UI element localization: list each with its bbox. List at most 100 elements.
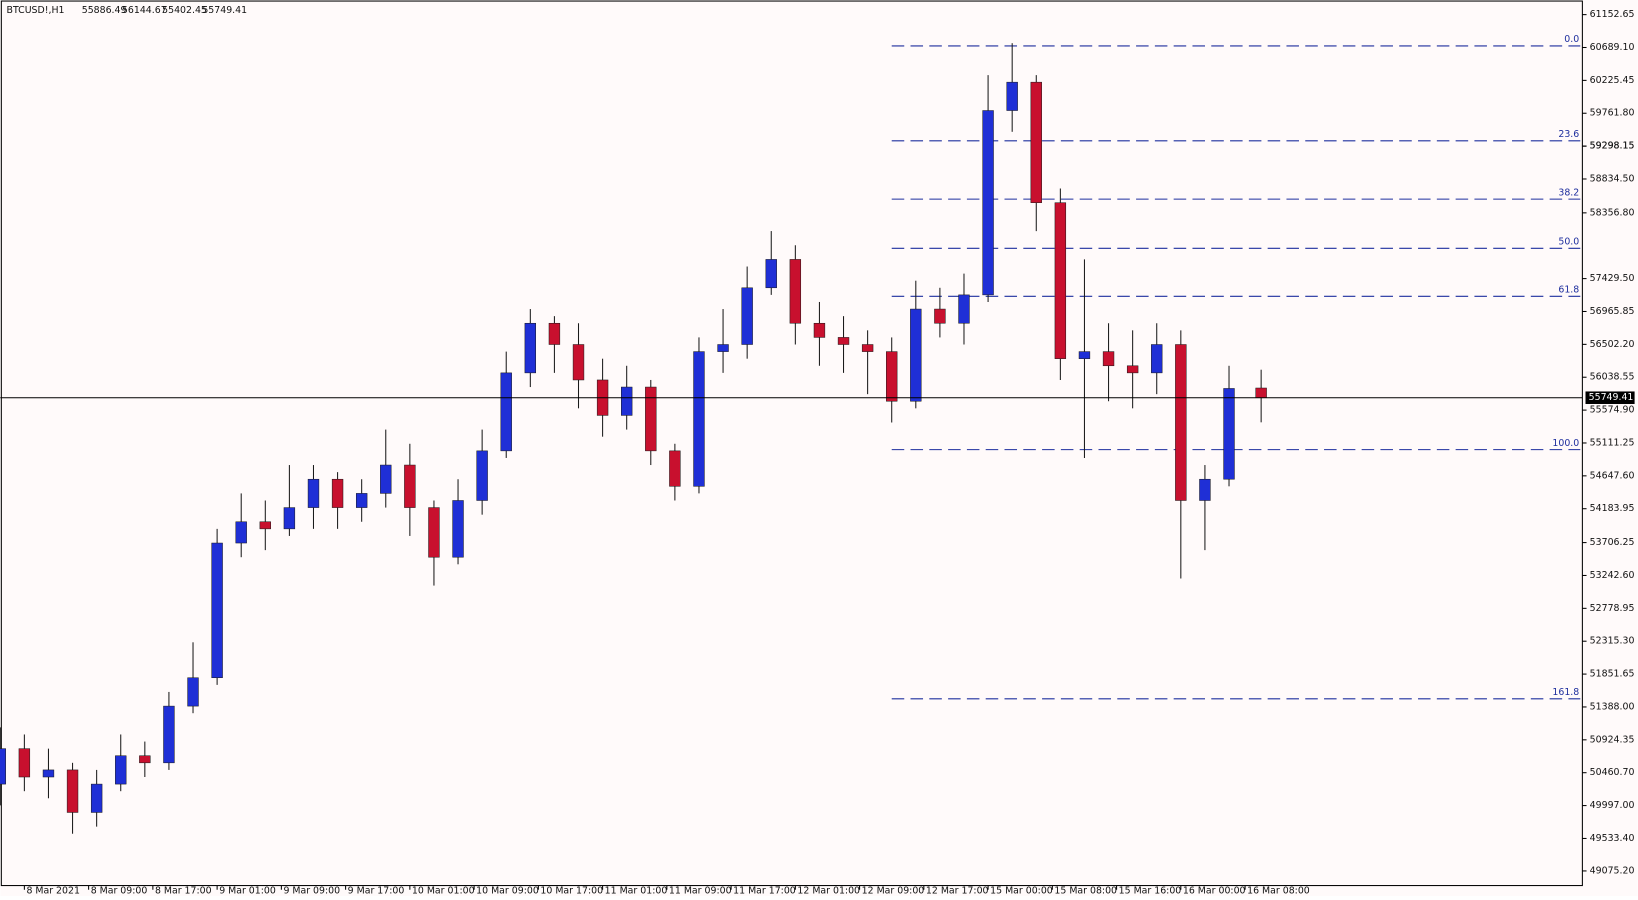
candle-body — [0, 748, 6, 785]
candle-body — [1199, 478, 1211, 501]
last-price-label: 55749.41 — [1589, 392, 1634, 403]
candle-body — [1006, 81, 1018, 111]
candle-body — [307, 478, 320, 508]
candle-body — [1054, 202, 1067, 359]
candle-body — [524, 322, 537, 374]
candle-body — [331, 478, 344, 508]
candle-body — [18, 748, 31, 778]
y-tick-label: 57429.50 — [1590, 273, 1635, 284]
header-value: 55886.49 — [82, 5, 127, 16]
candle-body — [1223, 388, 1235, 480]
header-value: 56144.67 — [122, 5, 167, 16]
candle-body — [1030, 81, 1042, 203]
candle-body — [765, 259, 777, 289]
y-tick-label: 56038.55 — [1590, 372, 1635, 383]
fib-label: 100.0 — [1552, 438, 1579, 449]
candle-body — [211, 542, 223, 679]
x-tick-label: 9 Mar 17:00 — [348, 885, 405, 896]
fib-label: 38.2 — [1558, 187, 1579, 198]
candle-body — [645, 386, 657, 452]
header-value: 55749.41 — [202, 5, 247, 16]
y-tick-label: 54183.95 — [1590, 503, 1635, 514]
y-tick-label: 49075.20 — [1590, 865, 1635, 876]
y-tick-label: 53706.25 — [1590, 537, 1635, 548]
symbol-title: BTCUSD!,H1 — [7, 5, 65, 16]
candle-body — [548, 322, 561, 345]
candle-body — [452, 500, 464, 558]
y-tick-label: 55111.25 — [1590, 437, 1635, 448]
y-tick-label: 51851.65 — [1590, 669, 1635, 680]
fib-label: 0.0 — [1564, 34, 1579, 45]
candle-body — [789, 259, 802, 324]
x-tick-label: 10 Mar 01:00 — [412, 885, 475, 896]
candle-body — [572, 344, 585, 381]
y-tick-label: 51388.00 — [1590, 701, 1635, 712]
y-tick-label: 56965.85 — [1590, 306, 1635, 317]
y-tick-label: 53242.60 — [1590, 570, 1635, 581]
candle-body — [66, 769, 79, 813]
candle-body — [380, 464, 392, 494]
x-tick-label: 9 Mar 09:00 — [283, 885, 340, 896]
y-tick-label: 50460.70 — [1590, 767, 1635, 778]
y-tick-label: 59298.15 — [1590, 141, 1635, 152]
candle-body — [428, 507, 440, 558]
candle-body — [958, 294, 970, 324]
y-tick-label: 58356.80 — [1590, 207, 1635, 218]
x-tick-label: 15 Mar 16:00 — [1119, 885, 1182, 896]
x-tick-label: 8 Mar 17:00 — [155, 885, 212, 896]
candle-body — [42, 769, 55, 778]
candle-body — [1255, 387, 1267, 398]
candle-body — [1102, 351, 1115, 367]
candle-body — [1151, 344, 1163, 374]
y-tick-label: 60225.45 — [1590, 75, 1635, 86]
y-tick-label: 58834.50 — [1590, 173, 1635, 184]
x-tick-label: 15 Mar 00:00 — [990, 885, 1053, 896]
y-tick-label: 56502.20 — [1590, 339, 1635, 350]
candle-body — [886, 351, 898, 402]
fib-label: 23.6 — [1558, 129, 1579, 140]
candle-body — [1175, 344, 1187, 501]
candle-body — [621, 386, 633, 416]
candle-body — [283, 507, 296, 530]
y-tick-label: 59761.80 — [1590, 108, 1635, 119]
candle-body — [259, 521, 271, 530]
x-tick-label: 12 Mar 17:00 — [926, 885, 989, 896]
candle-body — [163, 705, 175, 764]
y-tick-label: 52315.30 — [1590, 636, 1635, 647]
y-tick-label: 54647.60 — [1590, 470, 1635, 481]
candle-body — [934, 308, 946, 324]
candle-body — [669, 450, 681, 487]
y-tick-label: 59298.15 — [1590, 141, 1635, 152]
fib-label: 161.8 — [1552, 687, 1579, 698]
fib-label: 50.0 — [1558, 237, 1579, 248]
candle-body — [1126, 365, 1139, 374]
x-tick-label: 16 Mar 00:00 — [1183, 885, 1246, 896]
y-tick-label: 52778.95 — [1590, 603, 1635, 614]
candle-body — [1078, 351, 1091, 359]
x-tick-label: 9 Mar 01:00 — [219, 885, 276, 896]
y-tick-label: 55574.90 — [1590, 405, 1635, 416]
candle-body — [115, 755, 127, 785]
x-tick-label: 10 Mar 09:00 — [476, 885, 539, 896]
header-value: 55402.45 — [162, 5, 207, 16]
x-tick-label: 16 Mar 08:00 — [1247, 885, 1310, 896]
candle-body — [500, 372, 512, 452]
x-tick-label: 11 Mar 17:00 — [733, 885, 796, 896]
fib-label: 61.8 — [1558, 285, 1579, 296]
x-tick-label: 11 Mar 09:00 — [669, 885, 732, 896]
candle-body — [355, 493, 368, 508]
x-tick-label: 8 Mar 2021 — [26, 885, 80, 896]
candle-body — [813, 322, 826, 338]
candle-body — [90, 783, 103, 813]
x-tick-label: 12 Mar 01:00 — [797, 885, 860, 896]
x-tick-label: 8 Mar 09:00 — [91, 885, 148, 896]
candle-body — [837, 337, 850, 345]
y-tick-label: 60689.10 — [1590, 42, 1635, 53]
candle-body — [861, 344, 874, 352]
candle-body — [741, 287, 753, 345]
x-tick-label: 11 Mar 01:00 — [605, 885, 668, 896]
candle-body — [235, 521, 247, 544]
candle-body — [139, 755, 151, 764]
candle-body — [476, 450, 488, 501]
candle-body — [717, 344, 729, 352]
